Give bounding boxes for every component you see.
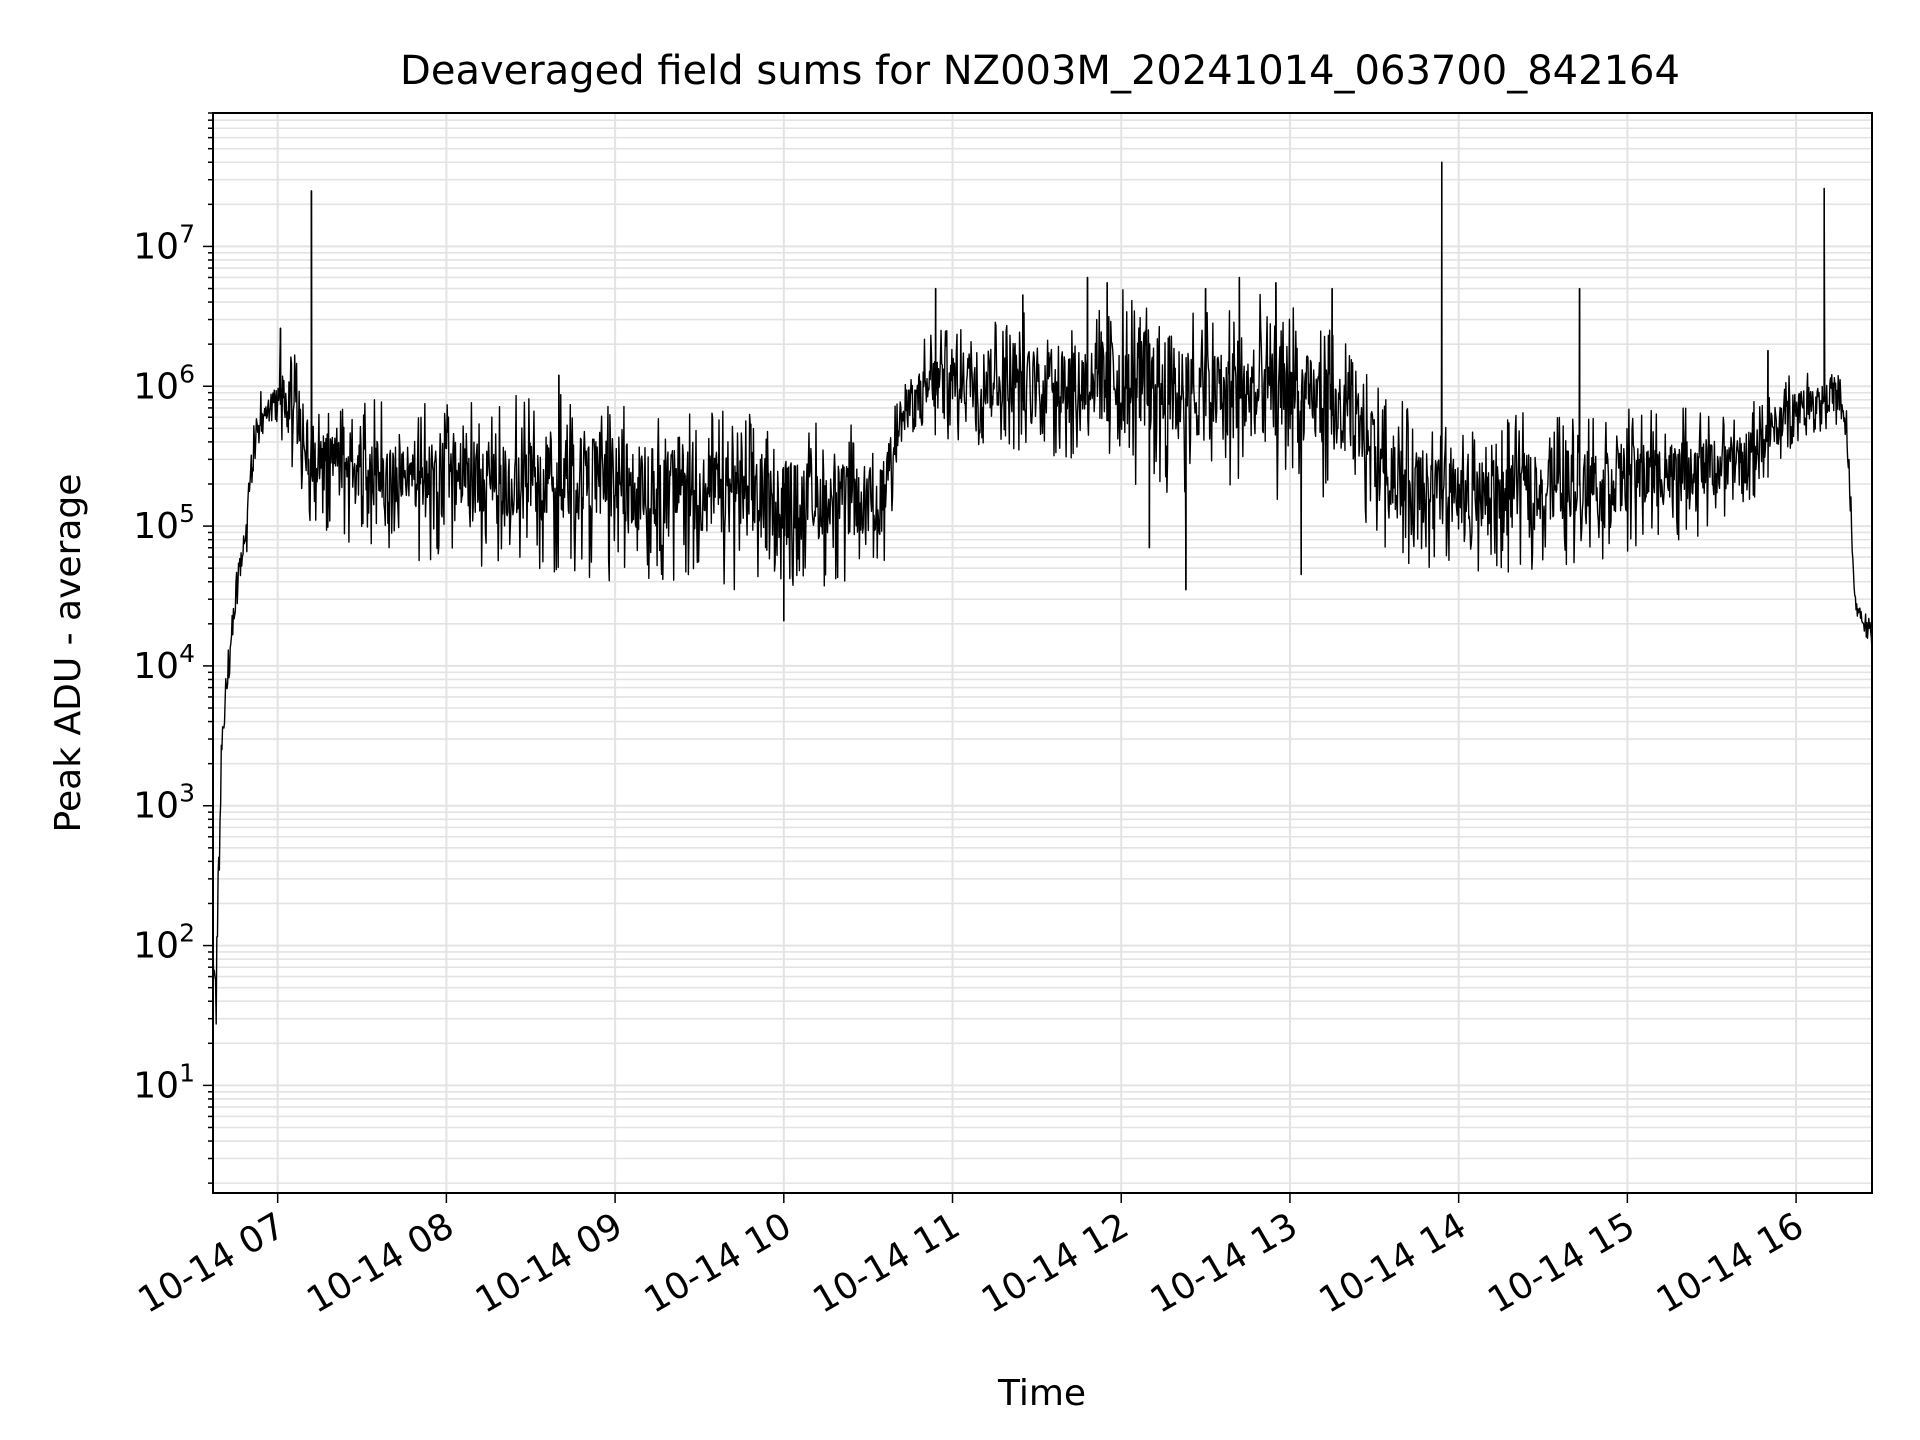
y-axis: 101 102 103 104 105 106 107 — [133, 112, 213, 1184]
grid — [213, 112, 1872, 1193]
series-layer — [212, 161, 1873, 1025]
plot-frame — [212, 112, 1873, 1194]
chart-title: Deaveraged field sums for NZ003M_2024101… — [400, 48, 1680, 94]
y-tick-label: 104 — [133, 639, 195, 687]
y-axis-label: Peak ADU - average — [48, 474, 89, 833]
y-tick-label: 103 — [133, 779, 195, 827]
y-tick-label: 107 — [133, 219, 195, 267]
y-tick-label: 105 — [133, 499, 195, 547]
y-tick-label: 101 — [133, 1058, 195, 1106]
series-line — [212, 161, 1873, 1025]
y-tick-label: 106 — [133, 359, 195, 407]
y-tick-label: 102 — [133, 919, 195, 967]
x-axis-label: Time — [997, 1373, 1086, 1414]
